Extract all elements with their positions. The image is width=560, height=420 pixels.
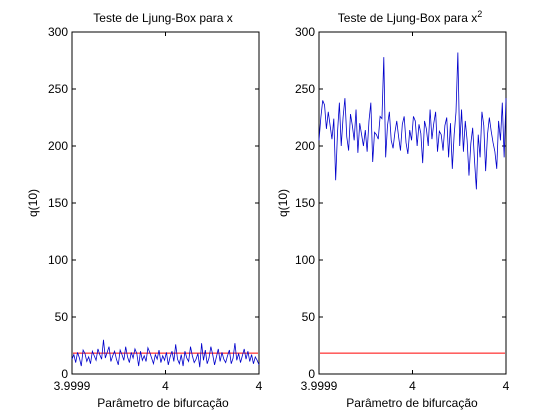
left-y-tick-label: 150 (48, 196, 68, 210)
right-chart-panel: Teste de Ljung-Box para x2 0 50 100 150 200 2… (276, 9, 510, 410)
left-y-axis-label: q(10) (26, 189, 40, 217)
right-y-tick-label: 100 (295, 253, 315, 267)
left-series-line (71, 339, 260, 368)
right-series-line (318, 52, 507, 190)
left-y-tick-label: 200 (48, 139, 68, 153)
left-y-tick-label: 100 (48, 253, 68, 267)
right-y-tick-label: 250 (295, 82, 315, 96)
left-y-tick-label: 50 (55, 310, 69, 324)
left-chart-panel: Teste de Ljung-Box para x 0 50 100 150 200 25… (26, 11, 263, 410)
right-y-tick-label: 0 (308, 367, 315, 381)
right-y-tick-label: 200 (295, 139, 315, 153)
right-y-axis-label: q(10) (276, 189, 290, 217)
right-chart-title-superscript: 2 (477, 9, 482, 19)
left-y-tick-label: 250 (48, 82, 68, 96)
right-y-tick-label: 50 (302, 310, 316, 324)
left-y-tick-label: 0 (61, 367, 68, 381)
left-x-tick-label: 4 (162, 379, 169, 393)
left-plot-area (71, 31, 260, 375)
right-chart-title: Teste de Ljung-Box para x2 (338, 9, 482, 25)
right-y-tick-label: 300 (295, 25, 315, 39)
left-x-tick-label: 4 (256, 379, 263, 393)
left-x-axis-label: Parâmetro de bifurcação (97, 396, 229, 410)
right-x-tick-label: 4 (503, 379, 510, 393)
left-y-tick-label: 300 (48, 25, 68, 39)
right-x-tick-label: 3.9999 (301, 379, 338, 393)
right-x-axis-label: Parâmetro de bifurcação (346, 396, 478, 410)
left-chart-title: Teste de Ljung-Box para x (93, 11, 232, 25)
right-y-tick-label: 150 (295, 196, 315, 210)
left-x-tick-label: 3.9999 (54, 379, 91, 393)
right-plot-area (318, 31, 507, 375)
right-x-tick-label: 4 (409, 379, 416, 393)
